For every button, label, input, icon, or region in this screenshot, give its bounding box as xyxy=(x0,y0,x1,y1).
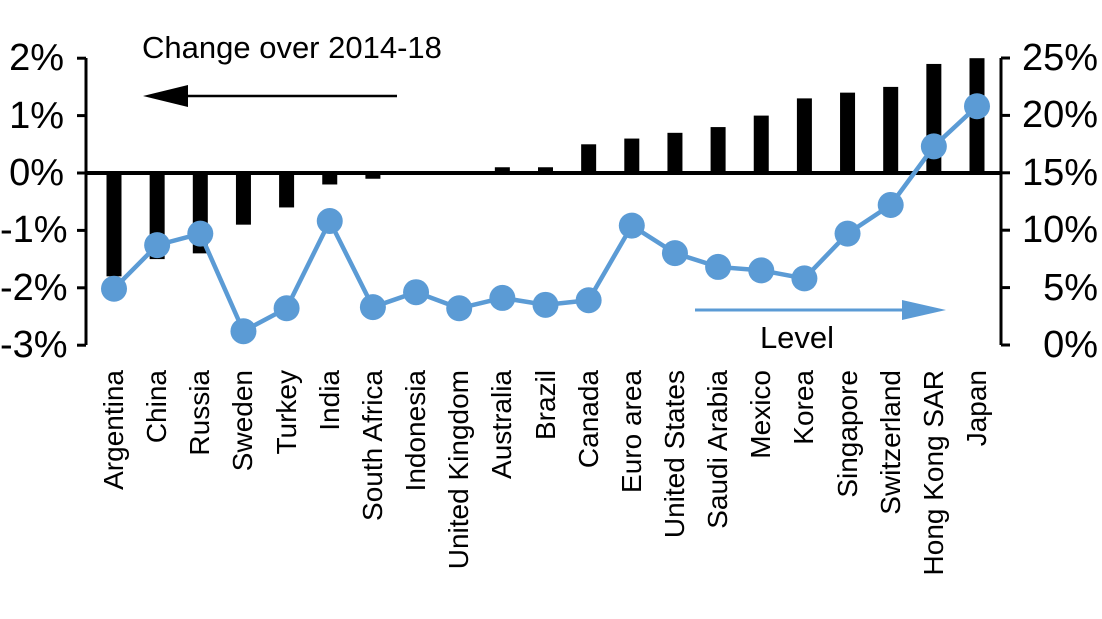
y-axis-left-tick-label: 2% xyxy=(9,37,64,80)
level-dot-australia xyxy=(489,284,516,311)
x-axis-label-cell: Korea xyxy=(782,370,826,616)
x-axis-label-cell: Hong Kong SAR xyxy=(912,370,956,616)
change-bar-india xyxy=(322,173,338,185)
y-axis-left-tick-label: -2% xyxy=(0,266,68,309)
level-dot-sweden xyxy=(230,318,257,345)
x-axis-label-cell: Switzerland xyxy=(869,370,913,616)
y-axis-right-tick-label: 15% xyxy=(1021,151,1098,194)
x-axis-label-cell: Argentina xyxy=(92,370,136,616)
change-bar-korea xyxy=(796,98,812,173)
x-axis-category-label: Hong Kong SAR xyxy=(917,370,949,576)
y-axis-left-tick-label: -1% xyxy=(0,209,68,252)
x-axis-label-cell: United Kingdom xyxy=(437,370,481,616)
level-dot-mexico xyxy=(748,257,775,284)
change-bar-turkey xyxy=(279,173,295,208)
level-dot-korea xyxy=(791,265,818,292)
change-bar-singapore xyxy=(840,92,856,173)
x-axis-category-label: Mexico xyxy=(745,370,777,459)
level-dot-turkey xyxy=(273,295,300,322)
level-dot-japan xyxy=(964,93,990,120)
x-axis-category-label: Switzerland xyxy=(874,370,906,515)
change-bar-euro-area xyxy=(624,138,640,173)
change-left-arrow-head xyxy=(143,85,188,107)
x-axis-category-label: South Africa xyxy=(356,370,388,521)
x-axis-category-label: Australia xyxy=(486,370,518,479)
x-axis-label-cell: Russia xyxy=(178,370,222,616)
level-dot-canada xyxy=(575,287,602,314)
y-axis-right-tick-label: 0% xyxy=(1043,324,1098,366)
x-axis-label-cell: South Africa xyxy=(351,370,395,616)
y-axis-left-tick-label: 1% xyxy=(9,94,64,137)
change-bar-sweden xyxy=(235,173,251,225)
x-axis-label-cell: Singapore xyxy=(826,370,870,616)
level-dot-russia xyxy=(187,220,214,247)
x-axis-label-cell: Canada xyxy=(567,370,611,616)
change-bar-saudi-arabia xyxy=(710,127,726,173)
level-dot-euro-area xyxy=(618,212,645,239)
x-axis-category-label: Turkey xyxy=(270,370,302,455)
change-bar-switzerland xyxy=(883,86,899,173)
y-axis-left-tick-label: 0% xyxy=(9,152,64,194)
x-axis-category-label: Argentina xyxy=(98,370,129,490)
x-axis-category-label: Saudi Arabia xyxy=(702,370,734,529)
change-bar-argentina xyxy=(106,173,122,277)
x-axis-label-cell: Australia xyxy=(480,370,524,616)
x-axis-category-label: Singapore xyxy=(831,370,863,498)
level-dot-china xyxy=(144,232,171,259)
level-right-arrow-head xyxy=(902,300,946,320)
change-bar-south-africa xyxy=(365,173,381,179)
x-axis-category-label: India xyxy=(313,370,345,431)
x-axis-category-label: Russia xyxy=(184,370,216,456)
level-dot-indonesia xyxy=(403,279,430,306)
level-dot-brazil xyxy=(532,291,559,318)
x-axis-category-label: Canada xyxy=(572,370,604,469)
change-bar-mexico xyxy=(753,115,769,173)
x-axis-category-label: United Kingdom xyxy=(443,370,475,570)
x-axis-label-cell: Brazil xyxy=(524,370,568,616)
x-axis-category-label: Indonesia xyxy=(400,370,432,492)
change-bar-australia xyxy=(494,167,510,173)
y-axis-right-tick-label: 10% xyxy=(1021,209,1098,252)
y-axis-right-tick-label: 20% xyxy=(1021,94,1098,137)
x-axis-category-label: Japan xyxy=(961,370,992,447)
level-dot-india xyxy=(316,208,343,235)
x-axis-label-cell: India xyxy=(308,370,352,616)
level-dot-united-kingdom xyxy=(446,295,473,322)
x-axis-category-label: Sweden xyxy=(227,370,259,472)
x-axis-category-label: Brazil xyxy=(529,370,561,441)
x-axis-label-cell: China xyxy=(135,370,179,616)
x-axis-label-cell: Indonesia xyxy=(394,370,438,616)
x-axis-label-cell: Sweden xyxy=(221,370,265,616)
level-dot-switzerland xyxy=(877,191,904,218)
x-axis-category-label: United States xyxy=(658,370,690,539)
x-axis-category-label: China xyxy=(141,370,173,444)
level-dot-argentina xyxy=(101,275,127,302)
level-dot-singapore xyxy=(834,220,861,247)
x-axis-label-cell: Turkey xyxy=(265,370,309,616)
right-series-annotation-label: Level xyxy=(759,320,835,355)
level-dot-united-states xyxy=(661,240,688,267)
x-axis-category-label: Euro area xyxy=(615,370,647,493)
x-axis-category-label: Korea xyxy=(788,370,820,445)
y-axis-right-tick-label: 5% xyxy=(1043,266,1098,309)
y-axis-right-tick-label: 25% xyxy=(1021,37,1098,79)
x-axis-label-cell: Mexico xyxy=(739,370,783,616)
left-series-annotation-label: Change over 2014-18 xyxy=(142,30,442,65)
x-axis-label-cell: United States xyxy=(653,370,697,616)
level-dot-saudi-arabia xyxy=(705,253,732,280)
y-axis-left-tick-label: -3% xyxy=(0,324,68,367)
change-bar-brazil xyxy=(538,167,553,173)
x-axis-label-cell: Japan xyxy=(955,370,999,616)
change-bar-united-states xyxy=(667,132,683,173)
level-dot-south-africa xyxy=(359,294,386,321)
x-axis-label-cell: Saudi Arabia xyxy=(696,370,740,616)
x-axis-label-cell: Euro area xyxy=(610,370,654,616)
level-dot-hong-kong-sar xyxy=(920,133,947,160)
change-bar-canada xyxy=(581,144,597,173)
